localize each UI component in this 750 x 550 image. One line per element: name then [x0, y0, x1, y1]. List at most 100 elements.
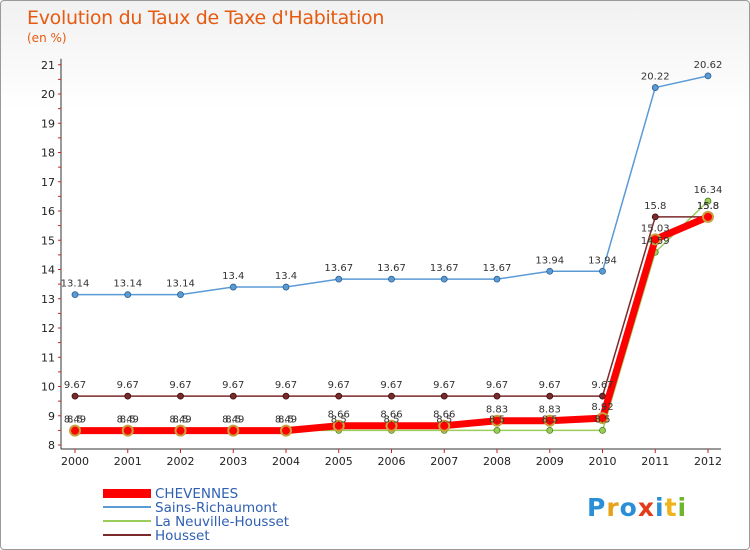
legend-swatch-chevennes: [103, 489, 151, 498]
data-point-chevennes: [491, 414, 503, 427]
data-point-housset: [546, 392, 554, 400]
data-label-housset: 9.67: [539, 380, 561, 391]
logo-letter: i: [655, 493, 665, 522]
data-point-chevennes: [174, 424, 187, 437]
y-tick-label: 8: [48, 439, 55, 452]
data-label-la-neuville-housset: 16.34: [694, 185, 723, 196]
proxiti-logo: Proxiti: [587, 493, 687, 522]
x-tick-label: 2001: [114, 455, 142, 468]
x-tick-label: 2008: [483, 455, 511, 468]
data-label-la-neuville-housset: 8.5: [331, 414, 347, 425]
data-point-sains-richaumont: [599, 267, 606, 275]
data-label-sains-richaumont: 13.67: [430, 263, 459, 274]
y-tick-label: 17: [41, 176, 55, 189]
data-label-housset: 9.67: [64, 380, 86, 391]
data-point-la-neuville-housset: [599, 426, 606, 434]
logo-letter: i: [677, 493, 688, 522]
data-point-chevennes: [332, 419, 345, 432]
logo-letter: t: [664, 493, 678, 522]
legend-label-sains-richaumont: Sains-Richaumont: [155, 500, 277, 516]
data-label-sains-richaumont: 13.14: [166, 279, 195, 290]
data-label-chevennes: 8.49: [222, 415, 244, 426]
x-tick-label: 2002: [167, 455, 195, 468]
y-tick-label: 9: [48, 410, 55, 423]
data-label-la-neuville-housset: 8.5: [67, 414, 83, 425]
data-label-sains-richaumont: 13.14: [113, 279, 142, 290]
x-tick-label: 2003: [219, 455, 247, 468]
data-label-la-neuville-housset: 8.5: [489, 414, 505, 425]
data-point-housset: [651, 213, 659, 221]
data-label-chevennes: 8.92: [591, 402, 613, 413]
data-point-sains-richaumont: [546, 267, 554, 275]
x-tick-label: 2011: [641, 455, 669, 468]
data-label-sains-richaumont: 13.67: [377, 263, 406, 274]
chart-title: Evolution du Taux de Taxe d'Habitation: [27, 7, 385, 29]
data-label-sains-richaumont: 20.22: [641, 72, 670, 83]
data-point-chevennes: [69, 424, 81, 437]
data-label-chevennes: 8.49: [117, 415, 139, 426]
y-tick-label: 12: [41, 322, 55, 335]
data-point-chevennes: [649, 233, 662, 246]
x-tick-label: 2012: [694, 455, 722, 468]
data-label-sains-richaumont: 13.94: [588, 255, 617, 266]
y-tick-label: 11: [41, 351, 55, 364]
data-point-la-neuville-housset: [704, 197, 712, 205]
data-point-chevennes: [280, 424, 292, 437]
data-point-housset: [599, 392, 606, 400]
data-point-sains-richaumont: [388, 275, 395, 283]
data-point-housset: [71, 392, 79, 400]
legend-label-housset: Housset: [155, 528, 210, 544]
x-tick-label: 2000: [61, 455, 89, 468]
data-point-sains-richaumont: [229, 283, 237, 291]
legend-label-la-neuville-housset: La Neuville-Housset: [155, 514, 289, 530]
data-label-la-neuville-housset: 8.5: [225, 414, 241, 425]
y-tick-label: 19: [41, 117, 55, 130]
y-tick-label: 20: [41, 88, 55, 101]
data-label-sains-richaumont: 13.94: [535, 255, 564, 266]
legend-label-chevennes: CHEVENNES: [155, 486, 238, 502]
data-label-chevennes: 8.66: [380, 410, 402, 421]
data-label-housset: 15.8: [697, 201, 719, 212]
data-label-housset: 9.67: [117, 380, 139, 391]
data-point-chevennes: [702, 210, 714, 223]
x-tick-label: 2004: [272, 455, 300, 468]
data-label-housset: 9.67: [328, 380, 350, 391]
data-label-chevennes: 8.83: [486, 405, 508, 416]
y-tick-label: 14: [41, 264, 55, 277]
data-point-sains-richaumont: [704, 72, 712, 80]
y-tick-label: 15: [41, 234, 55, 247]
y-tick-label: 10: [41, 381, 55, 394]
data-label-la-neuville-housset: 8.5: [436, 414, 452, 425]
data-point-chevennes: [543, 414, 556, 427]
data-point-housset: [493, 392, 501, 400]
logo-letter: P: [587, 493, 607, 522]
data-label-housset: 15.8: [644, 201, 666, 212]
data-label-housset: 9.67: [433, 380, 455, 391]
data-label-chevennes: 8.83: [539, 405, 561, 416]
data-point-sains-richaumont: [493, 275, 501, 283]
data-point-chevennes: [438, 419, 451, 432]
data-label-chevennes: 8.49: [64, 415, 86, 426]
x-tick-label: 2010: [589, 455, 617, 468]
data-point-sains-richaumont: [651, 84, 659, 91]
data-point-housset: [335, 392, 343, 400]
data-point-la-neuville-housset: [546, 426, 554, 434]
data-point-chevennes: [385, 419, 398, 432]
data-label-la-neuville-housset: 8.5: [173, 414, 189, 425]
y-tick-label: 18: [41, 147, 55, 160]
logo-letter: x: [637, 493, 655, 522]
data-label-la-neuville-housset: 8.5: [542, 414, 558, 425]
data-label-housset: 9.67: [222, 380, 244, 391]
y-tick-label: 16: [41, 205, 55, 218]
logo-letter: o: [619, 493, 638, 522]
data-point-housset: [282, 392, 290, 400]
data-label-chevennes: 8.49: [169, 415, 191, 426]
x-tick-label: 2006: [378, 455, 406, 468]
data-label-la-neuville-housset: 8.5: [278, 414, 294, 425]
data-point-housset: [124, 392, 132, 400]
data-point-sains-richaumont: [124, 291, 132, 299]
data-label-sains-richaumont: 13.4: [222, 271, 244, 282]
data-point-chevennes: [596, 412, 609, 425]
data-label-sains-richaumont: 20.62: [694, 60, 723, 71]
data-label-housset: 9.67: [591, 380, 613, 391]
